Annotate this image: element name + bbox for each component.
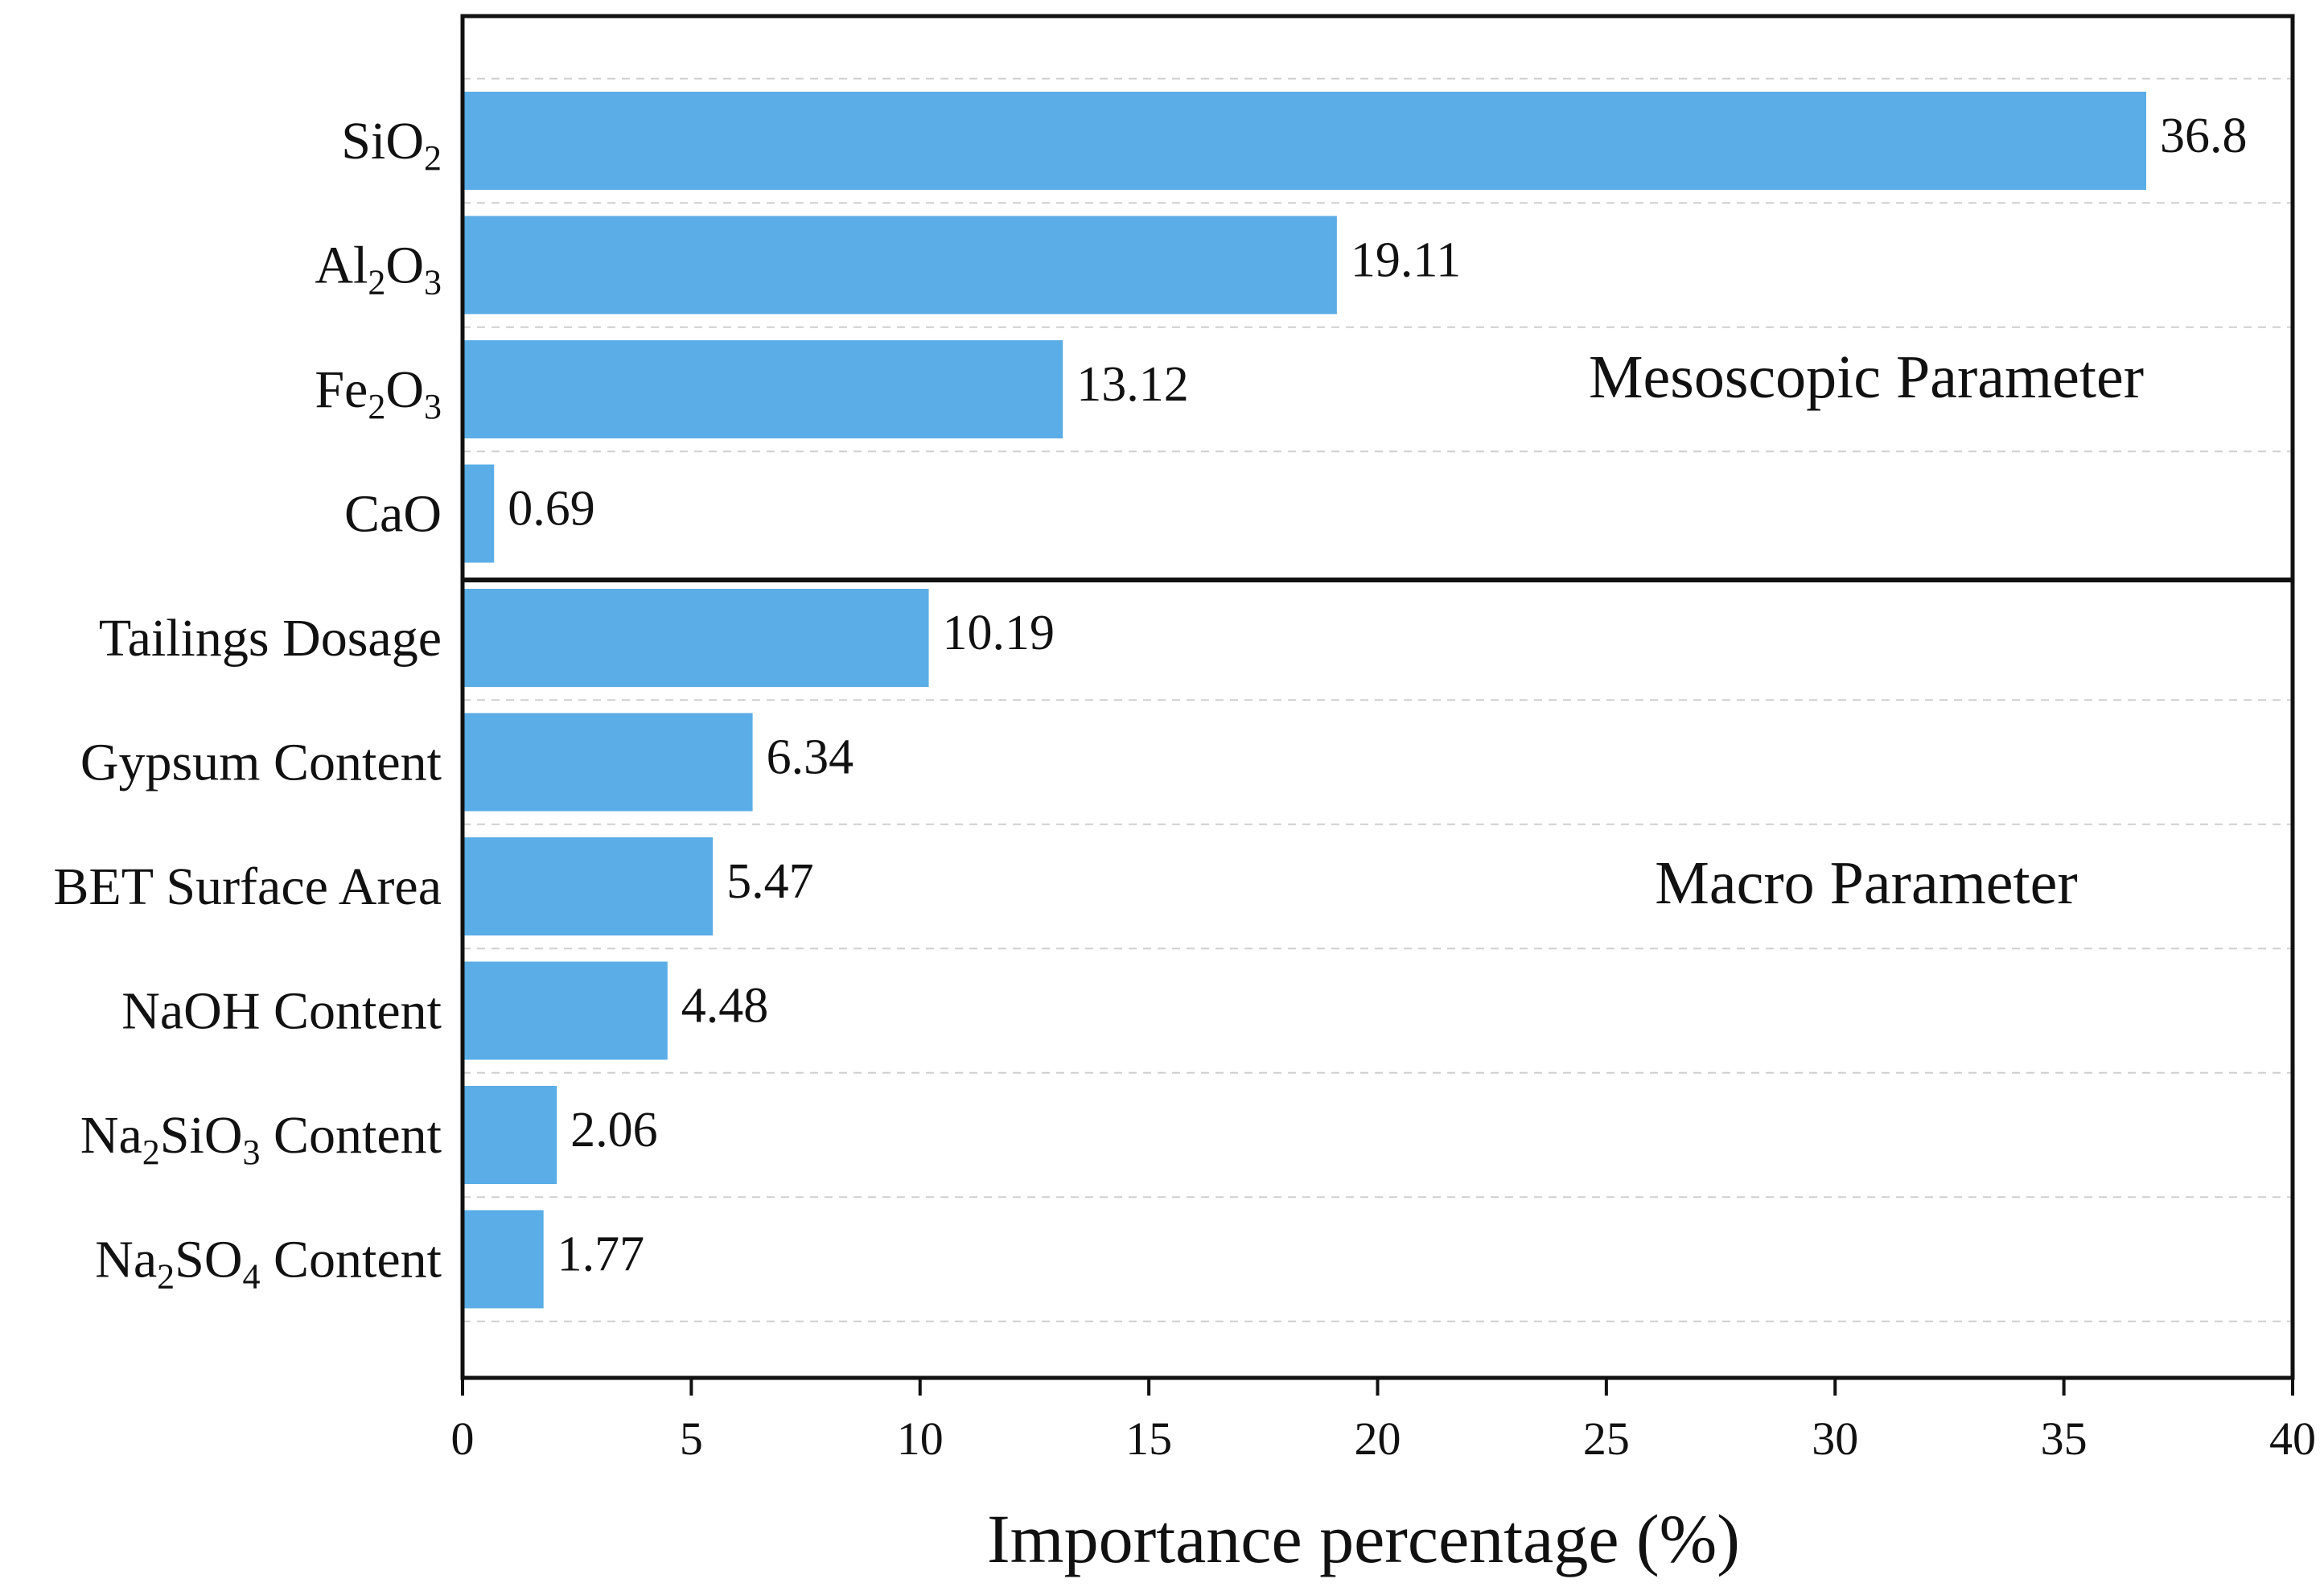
bar-na2sio3-content	[463, 1086, 557, 1184]
gridlines	[463, 77, 2293, 1322]
value-label-tailings-dosage: 10.19	[943, 606, 1055, 660]
category-label-cao: CaO	[344, 485, 442, 544]
group-label-macro: Macro Parameter	[1655, 849, 2077, 917]
value-label-na2so4-content: 1.77	[557, 1227, 645, 1282]
bar-sio2	[463, 92, 2146, 190]
bar-na2so4-content	[463, 1210, 544, 1309]
x-tick-label-0: 0	[451, 1412, 475, 1465]
category-label-tailings-dosage: Tailings Dosage	[99, 609, 442, 668]
x-tick-label-10: 10	[897, 1412, 944, 1465]
bar-bet-surface-area	[463, 837, 714, 935]
value-label-gypsum-content: 6.34	[767, 730, 854, 785]
value-label-na2sio3-content: 2.06	[570, 1103, 658, 1157]
category-label-al2o3: Al2O3	[315, 236, 442, 302]
category-label-naoh-content: NaOH Content	[121, 982, 442, 1041]
value-label-bet-surface-area: 5.47	[726, 854, 814, 909]
bar-tailings-dosage	[463, 589, 929, 687]
x-tick-label-35: 35	[2041, 1412, 2087, 1465]
value-label-cao: 0.69	[508, 482, 595, 537]
x-tick-label-25: 25	[1583, 1412, 1630, 1465]
bars	[463, 92, 2146, 1309]
x-tick-label-5: 5	[680, 1412, 703, 1465]
value-label-fe2o3: 13.12	[1076, 357, 1189, 412]
value-label-sio2: 36.8	[2160, 109, 2248, 163]
x-tick-label-40: 40	[2269, 1412, 2316, 1465]
value-label-al2o3: 19.11	[1351, 233, 1461, 288]
category-label-fe2o3: Fe2O3	[315, 360, 442, 426]
x-axis-ticks: 0 5 10 15 20 25 30 35 40	[451, 1378, 2316, 1465]
category-label-sio2: SiO2	[341, 112, 442, 178]
bar-fe2o3	[463, 340, 1063, 438]
category-labels: SiO2 Al2O3 Fe2O3 CaO Tailings Dosage Gypsum C…	[53, 112, 442, 1297]
bar-al2o3	[463, 216, 1337, 315]
bar-gypsum-content	[463, 713, 753, 812]
group-label-mesoscopic: Mesoscopic Parameter	[1589, 343, 2144, 411]
bar-naoh-content	[463, 961, 668, 1060]
bar-cao	[463, 464, 495, 563]
x-axis-title: Importance percentage (%)	[987, 1500, 1740, 1577]
category-label-bet-surface-area: BET Surface Area	[53, 857, 442, 916]
value-label-naoh-content: 4.48	[681, 979, 769, 1034]
category-label-gypsum-content: Gypsum Content	[80, 734, 442, 792]
x-tick-label-15: 15	[1125, 1412, 1172, 1465]
x-tick-label-20: 20	[1355, 1412, 1401, 1465]
category-label-na2sio3-content: Na2SiO3 Content	[80, 1106, 442, 1172]
x-tick-label-30: 30	[1812, 1412, 1858, 1465]
category-label-na2so4-content: Na2SO4 Content	[95, 1231, 442, 1297]
value-labels: 36.8 19.11 13.12 0.69 10.19 6.34 5.47 4.48 2.06 1…	[508, 109, 2247, 1282]
